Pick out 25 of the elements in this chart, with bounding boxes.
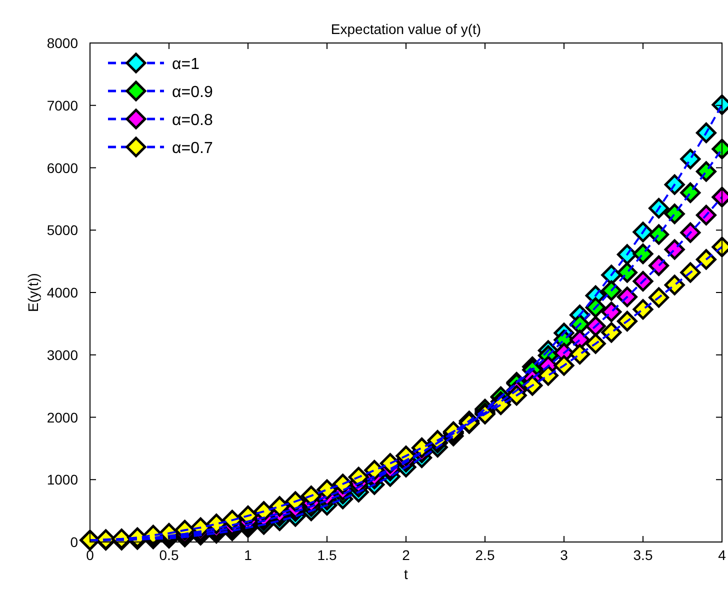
x-tick-label: 0.5 xyxy=(159,547,179,563)
y-tick-label: 1000 xyxy=(46,472,78,488)
legend-label: α=1 xyxy=(172,56,200,73)
x-tick-label: 0 xyxy=(86,547,94,563)
x-tick-label: 3.5 xyxy=(633,547,653,563)
y-tick-label: 6000 xyxy=(46,160,78,176)
x-tick-label: 3 xyxy=(560,547,568,563)
legend-label: α=0.8 xyxy=(172,112,213,129)
x-tick-label: 2.5 xyxy=(475,547,495,563)
y-tick-label: 0 xyxy=(70,534,78,550)
x-tick-label: 1 xyxy=(244,547,252,563)
x-axis-title: t xyxy=(404,566,408,582)
y-tick-label: 7000 xyxy=(46,97,78,114)
x-tick-label: 2 xyxy=(402,547,410,563)
y-tick-label: 5000 xyxy=(46,222,78,238)
x-tick-label: 1.5 xyxy=(317,547,337,563)
y-tick-label: 2000 xyxy=(46,409,78,426)
legend-label: α=0.9 xyxy=(172,84,213,101)
legend-label: α=0.7 xyxy=(172,140,213,157)
y-tick-label: 4000 xyxy=(46,284,78,300)
chart-title: Expectation value of y(t) xyxy=(330,21,482,37)
y-axis-title: E(y(t)) xyxy=(25,273,41,312)
y-tick-label: 8000 xyxy=(46,35,78,51)
y-tick-label: 3000 xyxy=(46,346,78,363)
x-tick-label: 4 xyxy=(718,547,726,563)
